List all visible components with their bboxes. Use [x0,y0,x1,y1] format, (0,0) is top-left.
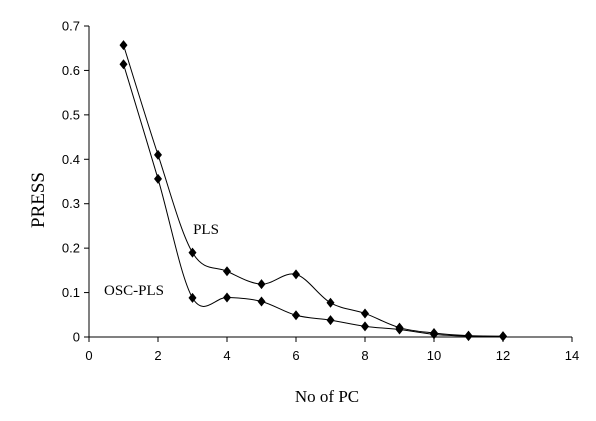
pls-point [223,266,231,277]
osc-pls-series-label: OSC-PLS [104,283,164,299]
osc-pls-point [119,59,128,70]
x-tick-label: 4 [223,348,230,363]
osc-pls-point [326,315,335,326]
x-tick-label: 2 [154,348,161,363]
pls-series-label: PLS [193,222,219,238]
y-tick-label: 0.1 [62,285,80,300]
x-axis: 0 2 4 6 8 10 12 14 [85,336,579,363]
x-tick-label: 8 [361,348,368,363]
y-tick-label: 0.5 [62,107,80,122]
osc-pls-point [361,321,369,332]
osc-pls-point [292,310,300,321]
osc-pls-point [223,292,231,303]
x-tick-label: 10 [427,348,441,363]
pls-point [188,247,197,258]
pls-point [361,308,369,319]
pls-point [154,149,162,160]
x-axis-title: No of PC [295,387,359,406]
osc-pls-point [395,324,404,335]
pls-point [119,40,128,51]
pls-point [326,297,335,308]
pls-point [257,279,266,290]
x-tick-label: 0 [85,348,92,363]
y-tick-label: 0.2 [62,241,80,256]
series-layer [119,40,507,342]
y-tick-label: 0.7 [62,19,80,34]
y-tick-label: 0.3 [62,196,80,211]
x-tick-label: 12 [496,348,510,363]
y-tick-label: 0.6 [62,63,80,78]
osc-pls-line [123,64,504,338]
y-tick-label: 0 [73,330,80,345]
y-axis-title: PRESS [28,172,49,228]
pls-line [123,44,504,337]
y-axis: 0 0.1 0.2 0.3 0.4 0.5 0.6 0.7 [62,19,90,345]
x-tick-label: 14 [565,348,579,363]
pls-point [292,269,300,280]
osc-pls-point [154,173,162,184]
x-tick-label: 6 [292,348,299,363]
osc-pls-point [464,331,473,342]
y-tick-label: 0.4 [62,152,80,167]
osc-pls-point [188,292,197,303]
osc-pls-point [257,296,266,307]
